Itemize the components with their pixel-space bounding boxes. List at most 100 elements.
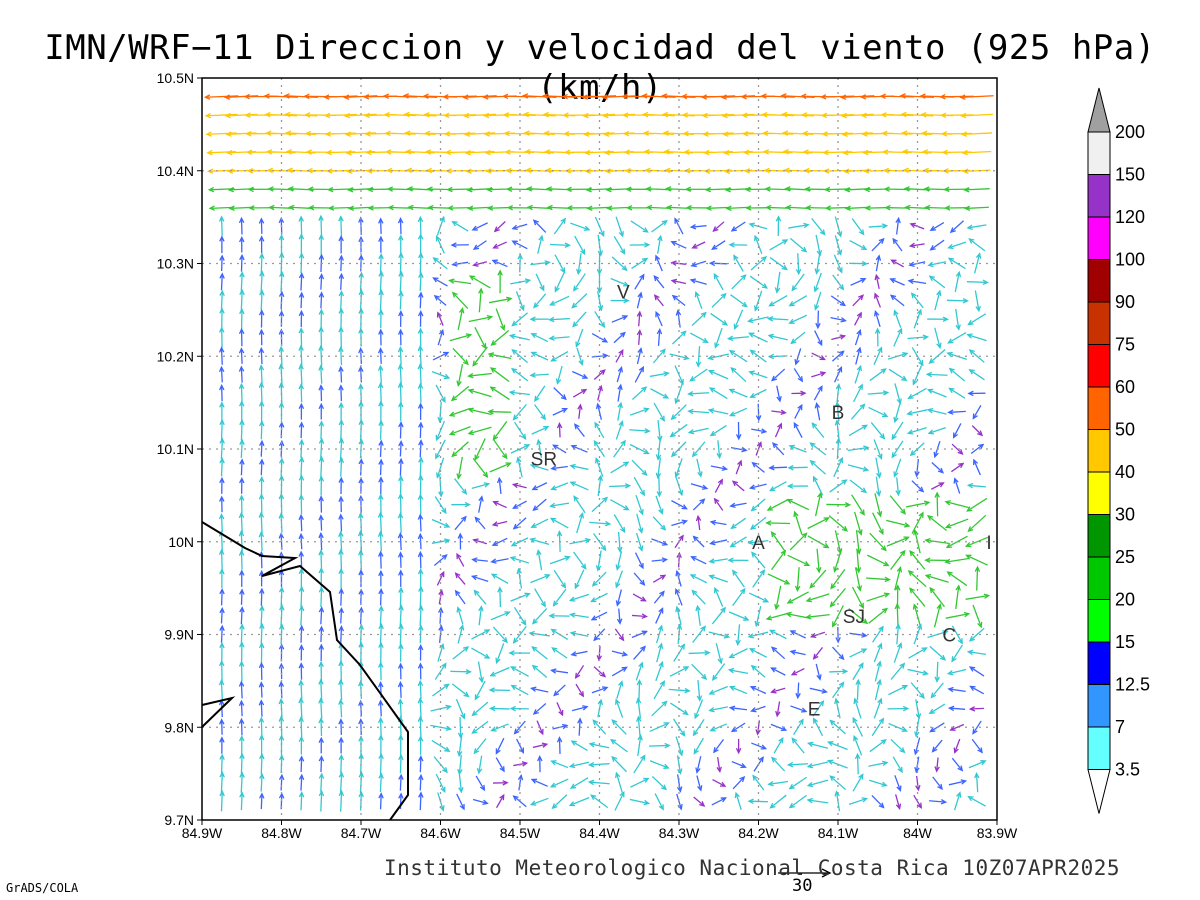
wind-vector: [490, 723, 509, 732]
wind-vector: [731, 760, 747, 769]
wind-vector: [456, 552, 465, 567]
wind-vector: [893, 309, 902, 328]
wind-vector: [495, 793, 505, 809]
wind-vector: [278, 734, 285, 756]
wind-vector: [378, 641, 384, 664]
wind-vector: [887, 351, 909, 360]
wind-vector: [417, 310, 424, 327]
wind-vector: [613, 235, 626, 255]
colorbar-label: 60: [1115, 377, 1135, 397]
wind-vector: [854, 364, 862, 384]
y-tick-label: 9.9N: [164, 627, 194, 643]
wind-vector: [472, 457, 489, 478]
wind-vector: [436, 457, 445, 479]
wind-vector: [707, 369, 729, 380]
wind-vector: [219, 307, 225, 330]
wind-vector: [931, 739, 943, 753]
wind-vector: [730, 446, 748, 453]
wind-vector: [813, 272, 822, 293]
wind-vector: [570, 650, 588, 657]
wind-vector: [735, 422, 742, 441]
wind-vector: [568, 797, 590, 807]
wind-vector: [324, 131, 357, 137]
wind-vector: [834, 419, 841, 441]
wind-vector: [358, 307, 364, 330]
wind-vector: [615, 589, 622, 607]
wind-vector: [641, 93, 676, 99]
wind-vector: [551, 647, 568, 659]
wind-vector: [377, 699, 384, 717]
wind-vector: [258, 328, 265, 346]
wind-vector: [513, 720, 526, 735]
wind-vector: [450, 668, 472, 675]
wind-vector: [830, 295, 847, 307]
wind-vector: [516, 456, 523, 478]
wind-vector: [879, 93, 915, 100]
wind-vector: [219, 254, 225, 272]
wind-vector: [549, 502, 570, 509]
wind-vector: [582, 112, 616, 119]
wind-vector: [848, 608, 869, 625]
wind-vector: [833, 456, 844, 478]
wind-vector: [239, 791, 245, 811]
wind-vector: [437, 401, 443, 424]
wind-vector: [597, 291, 604, 312]
wind-vector: [889, 294, 905, 307]
wind-vector: [715, 642, 723, 665]
wind-vector: [771, 409, 787, 415]
wind-vector: [219, 476, 225, 494]
wind-vector: [338, 548, 344, 571]
wind-vector: [890, 549, 906, 571]
wind-vector: [343, 112, 377, 119]
wind-vector: [631, 613, 648, 619]
station-label: I: [986, 533, 991, 554]
wind-vector: [944, 500, 969, 509]
wind-vector: [535, 273, 545, 292]
wind-vector: [358, 569, 364, 588]
wind-vector: [516, 567, 523, 589]
wind-vector: [530, 518, 549, 528]
wind-vector: [636, 291, 643, 309]
wind-vector: [708, 631, 731, 639]
wind-vector: [951, 443, 964, 455]
wind-vector: [629, 242, 651, 248]
wind-vector: [570, 222, 591, 231]
wind-vector: [961, 149, 992, 156]
wind-vector: [815, 663, 822, 681]
wind-vector: [397, 346, 404, 365]
wind-vector: [689, 223, 707, 230]
wind-vector: [574, 665, 585, 680]
wind-vector: [512, 500, 527, 509]
wind-vector: [872, 625, 884, 643]
wind-vector: [833, 548, 843, 573]
wind-vector: [853, 697, 862, 719]
wind-vector: [511, 348, 529, 364]
wind-vector: [418, 456, 424, 478]
wind-vector: [238, 511, 245, 534]
wind-vector: [318, 420, 325, 440]
wind-vector: [947, 241, 967, 250]
wind-vector: [657, 234, 663, 254]
wind-vector: [811, 217, 826, 236]
wind-vector: [805, 593, 830, 603]
wind-vector: [493, 780, 509, 786]
wind-vector: [455, 698, 466, 720]
wind-vector: [871, 237, 885, 252]
wind-vector: [674, 365, 684, 386]
wind-vector: [278, 569, 285, 588]
wind-vector: [259, 270, 265, 293]
wind-vector: [851, 218, 865, 236]
wind-vector: [609, 483, 632, 489]
wind-vector: [751, 742, 768, 750]
wind-vector: [443, 131, 476, 137]
wind-vector: [338, 678, 344, 701]
wind-vector: [691, 441, 706, 458]
wind-vector: [238, 717, 245, 736]
wind-vector: [218, 365, 225, 383]
wind-vector: [402, 93, 438, 99]
wind-vector: [265, 149, 296, 155]
wind-vector: [338, 365, 344, 383]
wind-vector: [436, 311, 444, 326]
wind-vector: [219, 736, 225, 754]
wind-vector: [716, 440, 722, 460]
